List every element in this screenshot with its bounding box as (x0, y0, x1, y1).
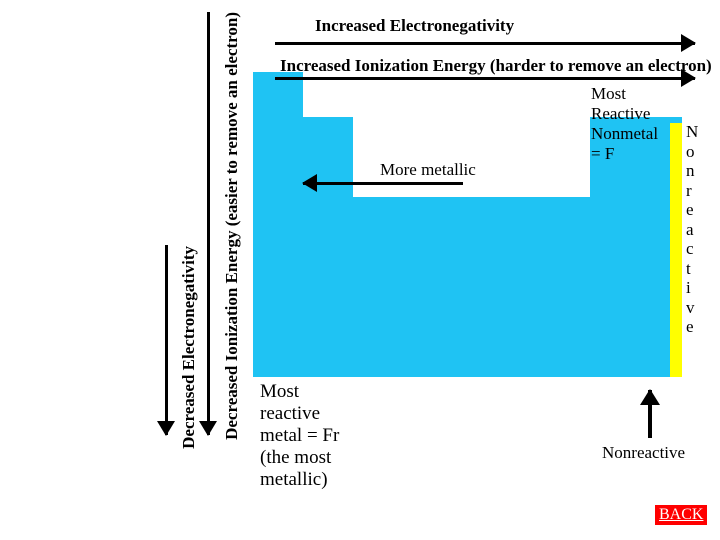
back-button[interactable]: BACK (655, 505, 707, 525)
down-arrow-1 (165, 245, 168, 435)
nonreactive-up-arrow (648, 390, 652, 438)
right-arrow-1 (275, 42, 695, 45)
more-metallic-arrow (303, 182, 463, 185)
pt-column (303, 117, 353, 377)
most-reactive-metal-label: Most reactive metal = Fr (the most metal… (260, 381, 339, 491)
more-metallic-label: More metallic (380, 160, 476, 180)
top-label-2: Increased Ionization Energy (harder to r… (280, 56, 712, 76)
top-label-1: Increased Electronegativity (315, 16, 514, 36)
right-arrow-2 (275, 77, 695, 80)
noble-gas-strip (670, 123, 682, 377)
pt-column (353, 197, 590, 377)
vertical-label-1: Decreased Electronegativity (179, 246, 199, 449)
most-reactive-nonmetal-label: Most Reactive Nonmetal = F (591, 84, 658, 164)
pt-column (253, 72, 303, 377)
nonreactive-bottom-label: Nonreactive (602, 443, 685, 463)
nonreactive-vertical-label: Nonreactive (686, 122, 698, 337)
down-arrow-2 (207, 12, 210, 435)
vertical-label-2: Decreased Ionization Energy (easier to r… (222, 12, 242, 440)
